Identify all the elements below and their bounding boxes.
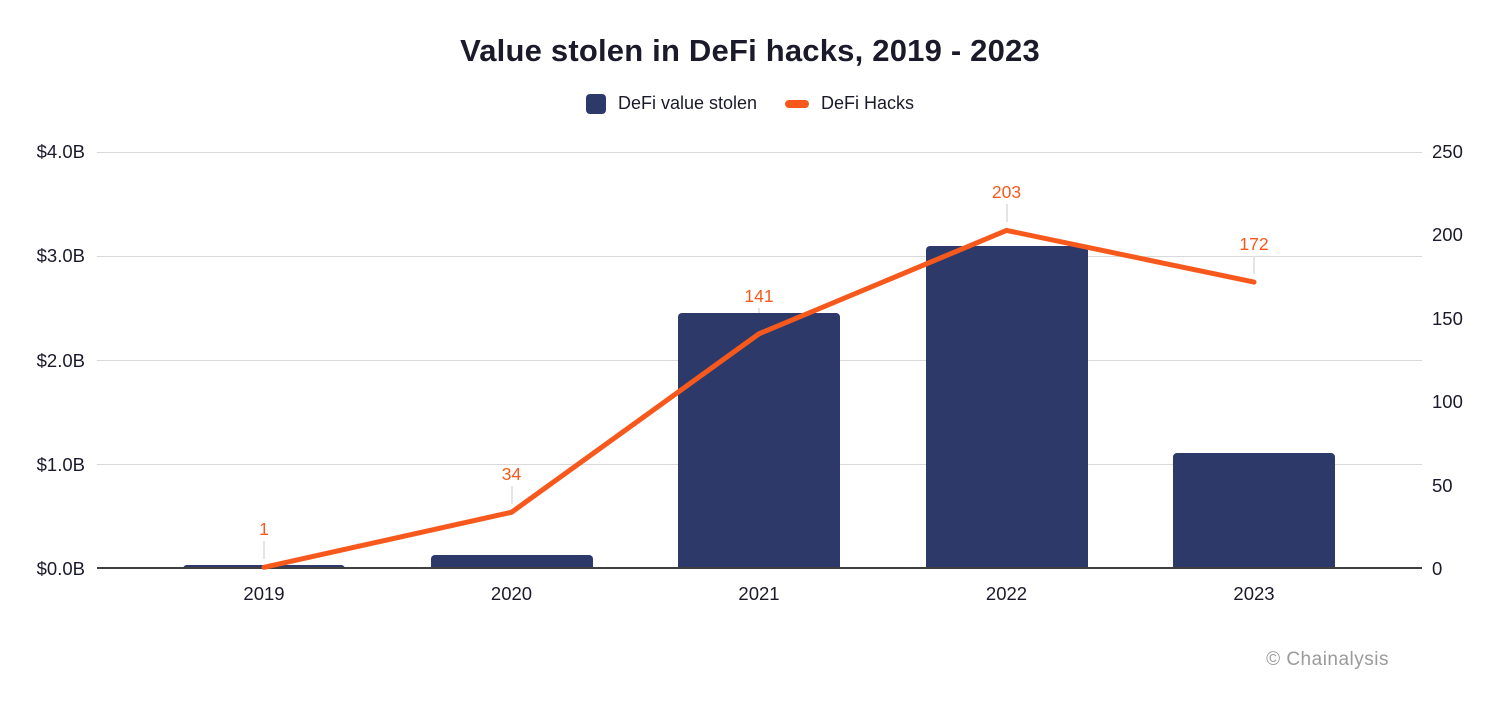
gridline: [97, 255, 1422, 257]
bar-2023: [1173, 453, 1335, 569]
y-left-tick-label: $3.0B: [36, 245, 85, 267]
legend-label-value-stolen: DeFi value stolen: [617, 93, 758, 113]
y-right-tick-label: 250: [1432, 141, 1463, 162]
x-axis-line: [97, 567, 1422, 569]
x-tick-label: 2023: [1233, 583, 1275, 604]
watermark: © Chainalysis: [1266, 649, 1389, 670]
x-tick-label: 2020: [490, 583, 533, 604]
y-right-tick-label: 150: [1432, 307, 1463, 329]
x-tick-label: 2021: [738, 583, 780, 604]
point-label: 203: [991, 182, 1022, 203]
point-leader-line: [1253, 256, 1255, 275]
point-label: 141: [744, 285, 774, 306]
legend-line-swatch-icon: [785, 99, 810, 108]
legend-bar-swatch-icon: [585, 93, 606, 114]
point-label: 1: [259, 519, 269, 540]
hacks-line-path: [261, 227, 1257, 570]
y-right-tick-label: 0: [1432, 558, 1443, 579]
plot-area: 1 34 141 203 172: [97, 151, 1422, 570]
bar-2020: [430, 555, 593, 569]
y-left-tick-label: $0.0B: [36, 558, 85, 579]
bar-2021: [678, 312, 840, 569]
x-tick-label: 2019: [243, 583, 285, 604]
chart-title: Value stolen in DeFi hacks, 2019 - 2023: [460, 33, 1040, 68]
point-leader-line: [263, 541, 265, 560]
y-left-tick-label: $2.0B: [36, 349, 85, 371]
gridline: [97, 151, 1422, 153]
point-leader-line: [1005, 204, 1008, 223]
y-right-tick-label: 50: [1432, 474, 1453, 496]
legend-label-hacks: DeFi Hacks: [821, 93, 915, 113]
legend: DeFi value stolen DeFi Hacks: [0, 93, 1500, 114]
point-label: 172: [1239, 234, 1269, 255]
point-leader-line: [510, 486, 513, 505]
x-tick-label: 2022: [985, 583, 1028, 604]
bar-2022: [925, 245, 1088, 569]
hacks-line: [261, 227, 1257, 570]
y-left-tick-label: $1.0B: [36, 453, 85, 475]
point-label: 34: [501, 464, 522, 485]
y-right-tick-label: 200: [1432, 224, 1463, 246]
y-left-tick-label: $4.0B: [36, 141, 85, 162]
y-right-tick-label: 100: [1432, 391, 1463, 413]
